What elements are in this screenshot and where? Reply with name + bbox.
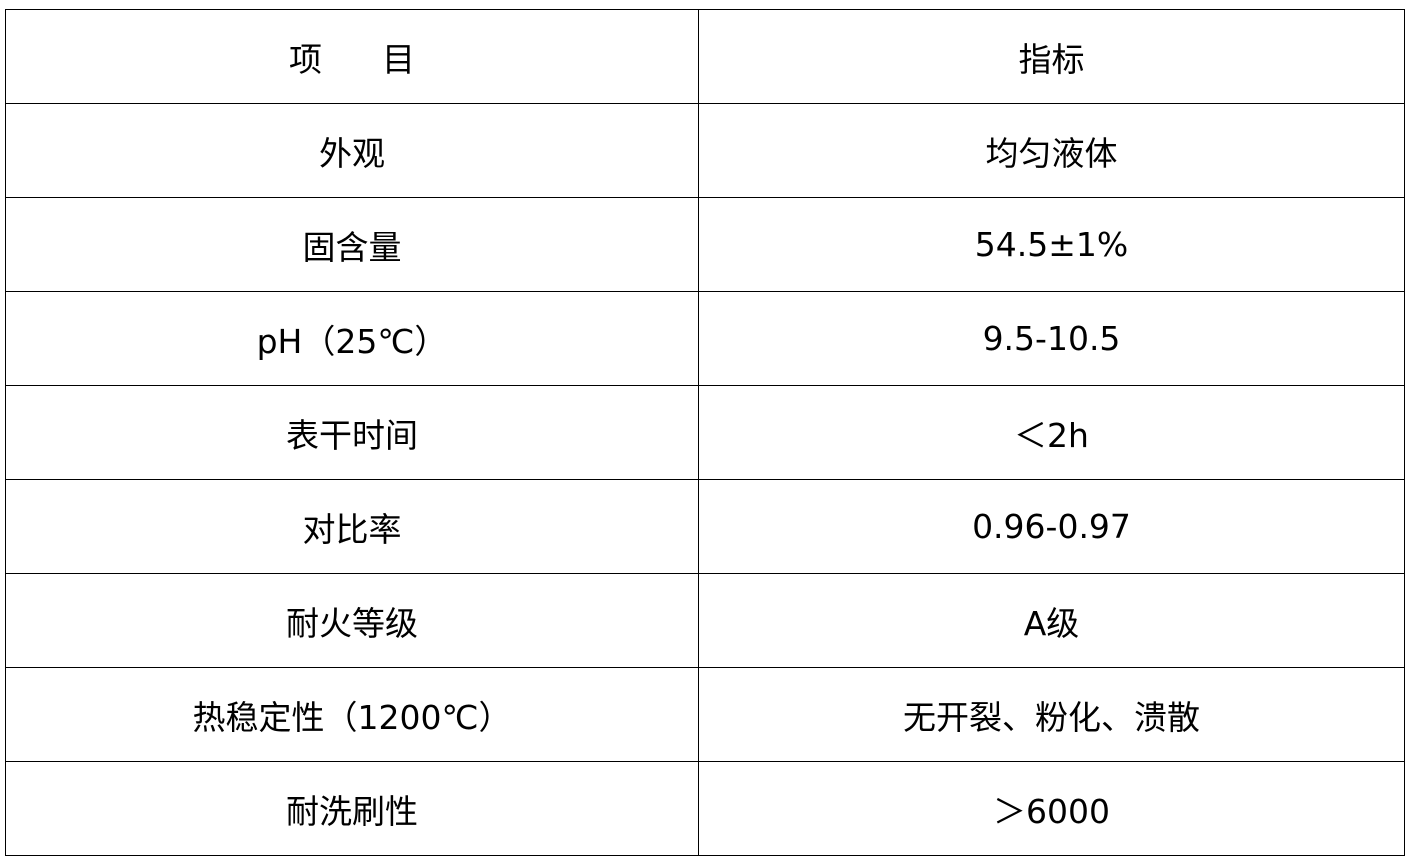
table-row: 热稳定性（1200℃） 无开裂、粉化、溃散 [5, 667, 1405, 762]
cell-value: 无开裂、粉化、溃散 [698, 667, 1405, 762]
table-row: 固含量 54.5±1% [5, 197, 1405, 292]
cell-item: 外观 [5, 103, 699, 198]
cell-item: 对比率 [5, 479, 699, 574]
cell-item: 表干时间 [5, 385, 699, 480]
header-item-char1: 项 [289, 39, 322, 79]
header-item-char2: 目 [382, 39, 415, 79]
table-row: 耐洗刷性 ＞6000 [5, 761, 1405, 856]
cell-item: 耐洗刷性 [5, 761, 699, 856]
cell-value: 9.5-10.5 [698, 291, 1405, 386]
cell-item: pH（25℃） [5, 291, 699, 386]
cell-item: 固含量 [5, 197, 699, 292]
table-row: 对比率 0.96-0.97 [5, 479, 1405, 574]
cell-value: ＞6000 [698, 761, 1405, 856]
table-header-row: 项目 指标 [5, 9, 1405, 104]
table-row: 外观 均匀液体 [5, 103, 1405, 198]
cell-value: 均匀液体 [698, 103, 1405, 198]
cell-item: 热稳定性（1200℃） [5, 667, 699, 762]
cell-item: 耐火等级 [5, 573, 699, 668]
header-item: 项目 [5, 9, 699, 104]
table-row: 表干时间 ＜2h [5, 385, 1405, 480]
cell-value: ＜2h [698, 385, 1405, 480]
header-spec: 指标 [698, 9, 1405, 104]
spec-table: 项目 指标 外观 均匀液体 固含量 54.5±1% pH（25℃） 9.5-10.5 表干时… [5, 9, 1405, 856]
cell-value: 0.96-0.97 [698, 479, 1405, 574]
cell-value: A级 [698, 573, 1405, 668]
table-row: 耐火等级 A级 [5, 573, 1405, 668]
cell-value: 54.5±1% [698, 197, 1405, 292]
table-row: pH（25℃） 9.5-10.5 [5, 291, 1405, 386]
